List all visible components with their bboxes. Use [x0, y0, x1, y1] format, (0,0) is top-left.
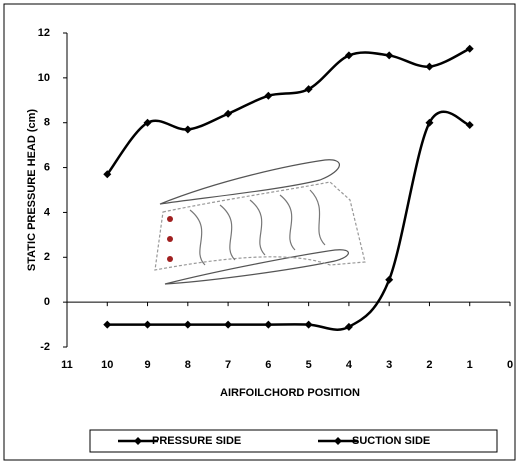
x-tick-label: 8	[185, 359, 191, 371]
y-axis-title: STATIC PRESSURE HEAD (cm)	[26, 109, 38, 272]
x-tick-label: 0	[507, 359, 513, 371]
x-tick-label: 5	[306, 359, 312, 371]
marker	[385, 51, 393, 59]
marker	[425, 63, 433, 71]
x-tick-label: 3	[386, 359, 392, 371]
legend-label: PRESSURE SIDE	[152, 435, 241, 447]
marker	[466, 121, 474, 129]
x-tick-label: 7	[225, 359, 231, 371]
y-tick-label: 0	[44, 296, 50, 308]
y-tick-label: 2	[44, 251, 50, 263]
x-tick-label: 2	[426, 359, 432, 371]
page: {"chart_data": {"type": "line", "y_label…	[0, 0, 520, 465]
y-tick-label: 12	[38, 27, 50, 39]
marker	[103, 321, 111, 329]
y-tick-label: -2	[40, 341, 50, 353]
x-tick-label: 1	[467, 359, 473, 371]
x-tick-label: 6	[265, 359, 271, 371]
y-tick-label: 8	[44, 117, 50, 129]
x-axis-title: AIRFOILCHORD POSITION	[220, 387, 360, 399]
series-line	[107, 49, 469, 175]
marker	[305, 321, 313, 329]
y-tick-label: 4	[44, 206, 51, 218]
marker	[184, 321, 192, 329]
x-tick-label: 10	[101, 359, 113, 371]
y-tick-label: 6	[44, 161, 50, 173]
y-tick-label: 10	[38, 72, 50, 84]
x-tick-label: 9	[144, 359, 150, 371]
marker	[264, 321, 272, 329]
x-tick-label: 11	[61, 359, 73, 371]
airfoil-illustration	[155, 160, 365, 284]
legend-label: SUCTION SIDE	[352, 435, 430, 447]
marker	[224, 321, 232, 329]
x-tick-label: 4	[346, 359, 353, 371]
marker	[224, 110, 232, 118]
marker	[184, 125, 192, 133]
marker	[264, 92, 272, 100]
marker	[385, 276, 393, 284]
marker	[144, 321, 152, 329]
chart: STATIC PRESSURE HEAD (cm) AIRFOILCHORD P…	[0, 0, 520, 465]
